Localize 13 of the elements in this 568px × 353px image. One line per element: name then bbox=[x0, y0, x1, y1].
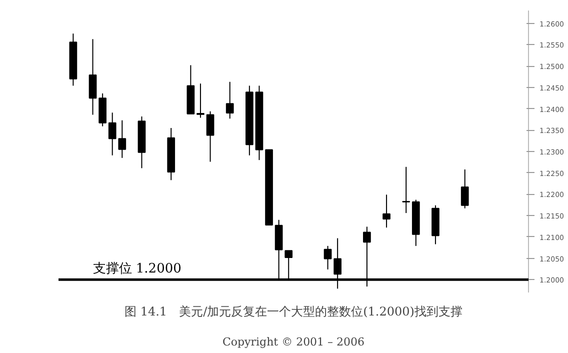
candlestick bbox=[206, 110, 214, 162]
candlestick bbox=[382, 194, 390, 228]
candlestick bbox=[460, 168, 469, 209]
candlestick bbox=[196, 83, 204, 118]
candlestick bbox=[108, 112, 116, 156]
ref-line-label: 支撑位 1.2000 bbox=[92, 262, 182, 277]
candlestick bbox=[324, 245, 332, 270]
candlestick bbox=[226, 81, 234, 120]
candlestick bbox=[402, 166, 410, 214]
text: Copyright © 2001 – 2006 bbox=[222, 336, 365, 348]
candlestick bbox=[88, 38, 97, 116]
text: 图 14.1 美元/加元反复在一个大型的整数位(1.2000)找到支撑 bbox=[124, 304, 462, 318]
candlestick bbox=[118, 120, 126, 158]
